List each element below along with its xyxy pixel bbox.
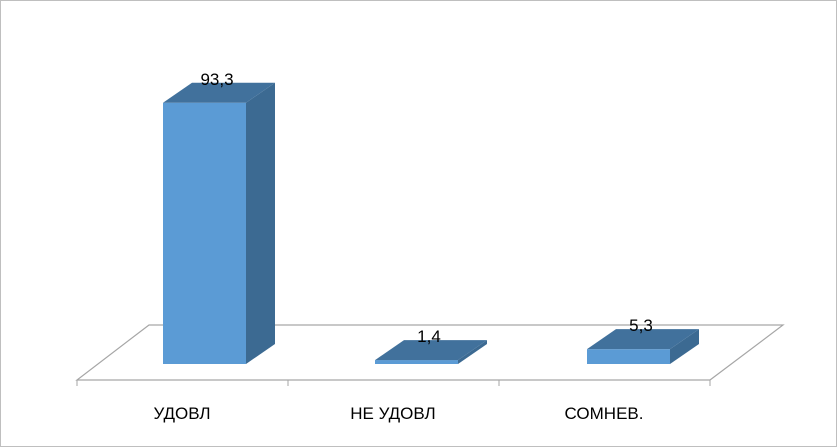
category-labels: УДОВЛ НЕ УДОВЛ СОМНЕВ. — [153, 404, 643, 423]
data-labels: 93,3 1,4 5,3 — [200, 70, 652, 346]
bar — [163, 82, 275, 364]
bar-top — [163, 82, 275, 103]
bar-top — [375, 340, 487, 361]
bar-side — [458, 340, 487, 364]
data-label: 5,3 — [629, 316, 653, 335]
bar-front — [163, 102, 246, 364]
data-label: 93,3 — [200, 70, 233, 89]
bar-front — [375, 360, 458, 364]
bar-side — [246, 82, 275, 364]
chart-floor — [75, 324, 785, 386]
category-label: СОМНЕВ. — [565, 404, 644, 423]
data-label: 1,4 — [417, 327, 441, 346]
bar-front — [587, 349, 670, 364]
bar-top — [587, 329, 699, 350]
bar-side — [670, 329, 699, 364]
category-label: НЕ УДОВЛ — [350, 404, 435, 423]
bar — [375, 340, 487, 364]
category-label: УДОВЛ — [153, 404, 210, 423]
bars — [163, 82, 699, 364]
bar — [587, 329, 699, 364]
